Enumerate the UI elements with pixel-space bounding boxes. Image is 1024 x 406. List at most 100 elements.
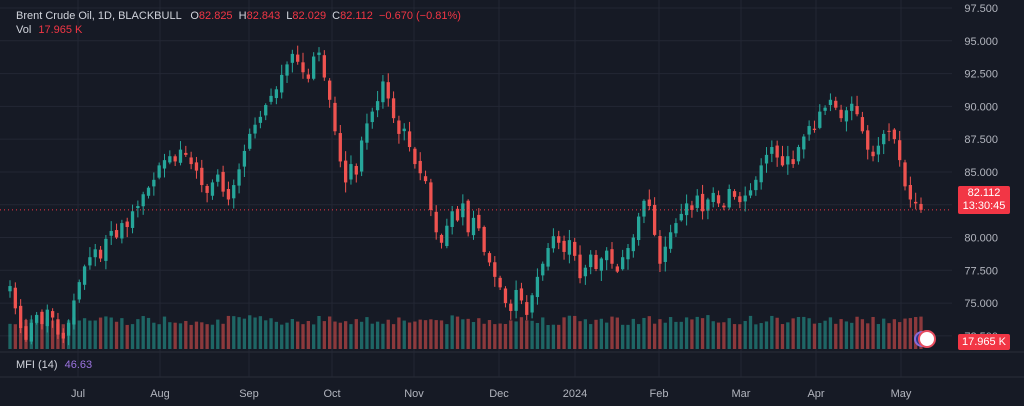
candle-body [280, 74, 284, 93]
volume-bar [104, 316, 108, 349]
volume-bar [285, 322, 289, 349]
candle-body [253, 124, 257, 134]
candle-body [743, 195, 747, 202]
volume-bar [866, 323, 870, 349]
volume-bar [402, 320, 406, 349]
candle-body [397, 120, 401, 134]
candle-body [274, 89, 279, 99]
volume-bar [594, 319, 598, 349]
volume-bar [908, 318, 912, 349]
volume-bar [578, 321, 582, 349]
change-value: −0.670 (−0.81%) [378, 10, 461, 22]
candle-body [445, 225, 449, 247]
volume-bar [860, 319, 865, 349]
mfi-value: 46.63 [64, 359, 93, 371]
volume-bar [130, 324, 135, 349]
close-value: 82.112 [340, 10, 373, 22]
candle-body [375, 101, 380, 111]
candle-body [850, 103, 854, 111]
volume-bar [589, 324, 593, 349]
candle-body [413, 148, 417, 165]
volume-bar [418, 319, 422, 349]
candle-body [493, 262, 497, 277]
candle-body [136, 206, 140, 209]
candle-body [178, 149, 183, 163]
candle-body [674, 223, 678, 234]
volume-bar [807, 318, 811, 349]
volume-bar [690, 319, 694, 349]
candle-body [359, 140, 364, 172]
volume-bar [583, 319, 588, 349]
candle-body [130, 211, 135, 228]
volume-bar [248, 315, 252, 349]
volume-bar [711, 321, 715, 349]
x-tick-label: Sep [239, 388, 259, 400]
volume-bar [802, 316, 806, 349]
volume-bar [764, 321, 769, 349]
x-tick-label: Nov [404, 388, 424, 400]
symbol-title: Brent Crude Oil, 1D, BLACKBULL [16, 10, 182, 22]
volume-bar [93, 320, 97, 349]
candle-body [898, 140, 902, 161]
candle-body [146, 187, 151, 196]
volume-bar [253, 317, 257, 349]
candle-body [700, 193, 705, 212]
volume-bar [882, 318, 886, 349]
candle-body [583, 267, 588, 277]
candle-body [578, 254, 582, 279]
bar-countdown: 13:30:45 [962, 200, 1006, 212]
candle-body [184, 152, 188, 155]
volume-bar [663, 322, 667, 349]
volume-bar [562, 317, 566, 349]
candle-body [663, 246, 667, 262]
high-label: H [238, 10, 247, 22]
volume-bar [322, 321, 326, 349]
candle-body [738, 196, 742, 203]
candle-body [551, 236, 556, 249]
candle-body [114, 230, 119, 238]
high-value: 82.843 [246, 10, 281, 22]
volume-bar [780, 324, 785, 349]
candle-body [892, 129, 897, 140]
volume-bar [173, 322, 177, 349]
volume-bar [413, 321, 417, 349]
volume-bar [264, 320, 268, 349]
volume-bar [748, 315, 753, 349]
candle-body [264, 105, 268, 116]
volume-bar [642, 317, 646, 349]
candle-body [322, 55, 326, 78]
candle-body [226, 188, 231, 200]
volume-bar [754, 324, 758, 349]
candle-body [519, 288, 524, 301]
candle-body [557, 236, 561, 243]
x-tick-label: Feb [650, 388, 669, 400]
candle-body [173, 156, 177, 162]
candle-body [461, 203, 465, 218]
volume-bar [855, 316, 859, 349]
candle-body [796, 147, 801, 162]
volume-bar [658, 319, 662, 349]
y-tick-label: 77.500 [964, 265, 998, 277]
volume-bar [226, 315, 231, 349]
y-tick-label: 92.500 [964, 69, 998, 81]
candle-body [684, 203, 689, 216]
volume-bar [8, 323, 12, 349]
volume-bar [786, 322, 790, 349]
candle-body [312, 56, 316, 79]
candle-body [562, 240, 566, 252]
volume-bar [610, 316, 614, 349]
candle-body [802, 136, 806, 150]
candle-body [327, 80, 332, 100]
candle-body [706, 199, 710, 211]
volume-bar [647, 316, 651, 349]
volume-bar [509, 320, 513, 349]
volume-bar [343, 321, 348, 349]
volume-bar [541, 317, 545, 349]
volume-bar [66, 320, 71, 349]
candle-body [503, 288, 508, 304]
candle-body [882, 133, 886, 145]
volume-bar [823, 320, 827, 349]
us-flag-icon[interactable] [918, 330, 936, 348]
candle-body [258, 116, 263, 123]
